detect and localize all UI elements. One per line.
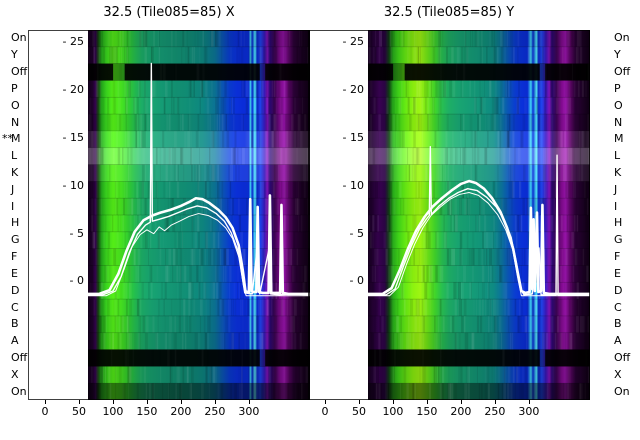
x-tick-mark	[44, 400, 46, 404]
x-tick-label: 0	[321, 405, 329, 418]
y-tick-label: - 5	[69, 226, 84, 240]
left-row-label: Off	[11, 65, 28, 79]
y-tick-label: - 10	[342, 178, 364, 192]
x-tick-mark	[180, 400, 182, 404]
x-tick-label: 50	[71, 405, 86, 418]
right-row-label: F	[614, 250, 621, 264]
left-row-label: X	[11, 367, 19, 381]
left-row-label: C	[11, 300, 19, 314]
x-tick-label: 100	[382, 405, 404, 418]
right-row-label: Off	[614, 65, 631, 79]
left-row-label: D	[11, 283, 20, 297]
right-row-label: On	[614, 31, 630, 45]
x-tick-mark	[78, 400, 80, 404]
right-row-label: L	[614, 149, 621, 163]
y-tick-label: - 15	[62, 131, 84, 145]
x-tick-mark	[214, 400, 216, 404]
left-row-label: A	[11, 334, 19, 348]
y-tick-label: - 15	[342, 131, 364, 145]
x-tick-mark	[112, 400, 114, 404]
left-row-label: L	[11, 149, 18, 163]
right-row-label: K	[614, 165, 622, 179]
x-tick-mark	[358, 400, 360, 404]
y-tick-label: - 20	[62, 83, 84, 97]
right-row-label: J	[614, 182, 618, 196]
right-row-label: I	[614, 199, 618, 213]
right-row-label: C	[614, 300, 622, 314]
panel-title-left: 32.5 (Tile085=85) X	[103, 5, 235, 20]
left-row-label: H	[11, 216, 20, 230]
left-row-label: K	[11, 165, 19, 179]
x-tick-mark	[324, 400, 326, 404]
x-tick-label: 150	[136, 405, 158, 418]
right-row-label: On	[614, 384, 630, 398]
left-row-label: Off	[11, 350, 28, 364]
left-row-label: I	[11, 199, 15, 213]
left-row-label: B	[11, 317, 19, 331]
x-tick-label: 50	[351, 405, 366, 418]
x-tick-label: 300	[238, 405, 260, 418]
left-row-label: P	[11, 81, 18, 95]
x-tick-label: 150	[416, 405, 438, 418]
left-row-label: E	[11, 266, 18, 280]
y-tick-label: - 10	[62, 178, 84, 192]
right-row-label: D	[614, 283, 623, 297]
y-tick-label: - 0	[69, 274, 84, 288]
x-tick-mark	[248, 400, 250, 404]
left-row-label: O	[11, 98, 20, 112]
right-row-label: Off	[614, 350, 631, 364]
right-row-label: X	[614, 367, 622, 381]
right-row-label: O	[614, 98, 623, 112]
x-tick-mark	[528, 400, 530, 404]
left-row-label: N	[11, 115, 20, 129]
x-tick-mark	[494, 400, 496, 404]
right-row-label: B	[614, 317, 622, 331]
y-tick-label: - 25	[62, 35, 84, 49]
right-row-label: P	[614, 81, 621, 95]
left-row-label: G	[11, 233, 20, 247]
left-row-label: F	[11, 250, 18, 264]
left-row-label: On	[11, 31, 27, 45]
left-row-label: On	[11, 384, 27, 398]
row-annotation: **	[2, 132, 13, 146]
x-tick-label: 100	[102, 405, 124, 418]
heatmap-canvas-left	[88, 30, 310, 400]
x-tick-mark	[146, 400, 148, 404]
x-tick-label: 200	[450, 405, 472, 418]
x-tick-label: 0	[41, 405, 49, 418]
right-row-label: M	[614, 132, 624, 146]
left-row-label: J	[11, 182, 15, 196]
x-tick-mark	[426, 400, 428, 404]
x-tick-label: 300	[518, 405, 540, 418]
y-tick-label: - 0	[349, 274, 364, 288]
panel-title-right: 32.5 (Tile085=85) Y	[383, 5, 515, 20]
x-tick-label: 250	[204, 405, 226, 418]
x-tick-mark	[392, 400, 394, 404]
x-tick-mark	[460, 400, 462, 404]
x-tick-label: 200	[170, 405, 192, 418]
y-tick-label: - 25	[342, 35, 364, 49]
left-row-label: M	[11, 132, 21, 146]
right-row-label: N	[614, 115, 623, 129]
y-tick-label: - 20	[342, 83, 364, 97]
x-tick-label: 250	[484, 405, 506, 418]
y-tick-label: - 5	[349, 226, 364, 240]
left-row-label: Y	[11, 48, 18, 62]
right-row-label: E	[614, 266, 621, 280]
right-row-label: H	[614, 216, 623, 230]
heatmap-canvas-right	[368, 30, 590, 400]
right-row-label: G	[614, 233, 623, 247]
right-row-label: A	[614, 334, 622, 348]
right-row-label: Y	[614, 48, 621, 62]
